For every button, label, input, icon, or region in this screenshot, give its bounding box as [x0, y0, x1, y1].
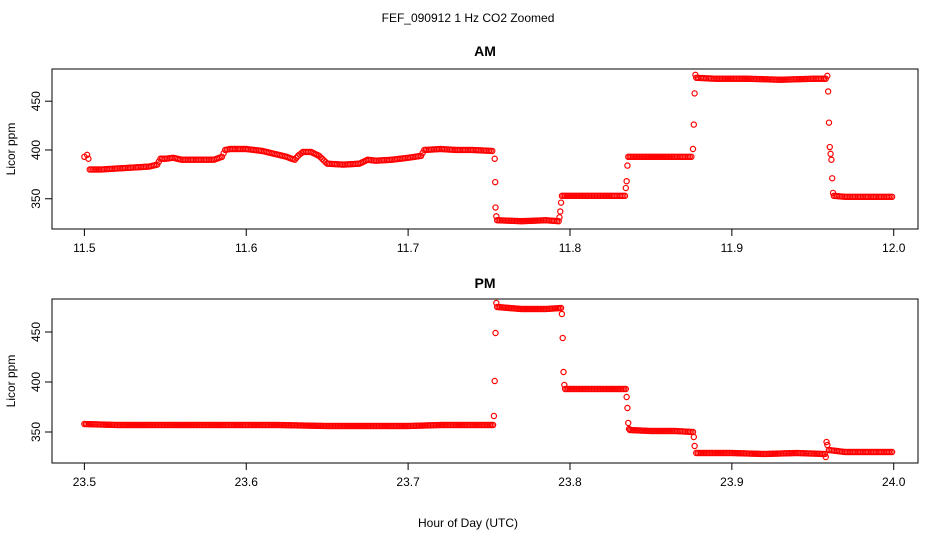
am-x-tick-label: 11.8 — [559, 241, 582, 255]
figure-suptitle: FEF_090912 1 Hz CO2 Zoomed — [382, 11, 555, 25]
pm-data-point — [823, 438, 830, 446]
am-plot-frame — [51, 68, 919, 230]
pm-data-point — [624, 404, 631, 412]
am-data-point — [83, 151, 91, 159]
am-data-point — [85, 155, 92, 162]
pm-data-point — [491, 377, 498, 385]
am-x-tick-label: 11.5 — [73, 241, 96, 255]
pm-data-point — [888, 448, 896, 456]
pm-data-point — [821, 450, 829, 458]
am-data-point — [492, 204, 499, 211]
am-y-axis-title: Licor ppm — [4, 123, 18, 176]
pm-panel-title: PM — [475, 275, 496, 291]
pm-x-tick-label: 23.9 — [720, 475, 744, 489]
pm-data-point — [490, 412, 498, 420]
pm-panel: PM Licor ppm 23.5 23.6 23.7 23.8 23.9 24.0 350… — [4, 275, 919, 489]
am-data-point — [824, 88, 832, 95]
am-data-point — [220, 150, 227, 157]
pm-y-tick-label: 450 — [29, 322, 43, 342]
am-x-tick-label: 11.7 — [397, 241, 420, 255]
am-data-point — [825, 119, 833, 126]
pm-data-point — [489, 421, 497, 429]
x-axis-title: Hour of Day (UTC) — [418, 516, 518, 530]
am-data-point — [218, 153, 226, 160]
pm-data-point — [492, 329, 499, 337]
pm-ticks: 23.5 23.6 23.7 23.8 23.9 24.0 350 400 450 — [29, 322, 906, 489]
am-data-point — [622, 184, 630, 192]
pm-data-point — [560, 368, 567, 376]
am-data-point — [888, 193, 896, 200]
am-panel-title: AM — [474, 43, 496, 59]
am-x-tick-label: 11.6 — [235, 241, 258, 255]
pm-y-tick-label: 350 — [29, 422, 43, 442]
am-data-point — [555, 217, 562, 225]
am-data-point — [824, 72, 831, 80]
pm-y-axis-title: Licor ppm — [4, 355, 18, 408]
am-y-tick-label: 350 — [29, 188, 43, 208]
am-data-point — [828, 156, 835, 163]
pm-x-tick-label: 23.7 — [396, 475, 420, 489]
pm-x-tick-label: 23.6 — [235, 475, 259, 489]
am-data-point — [827, 150, 834, 158]
am-ticks: 11.5 11.6 11.7 11.8 11.9 12.0 350 400 450 — [29, 91, 906, 255]
pm-x-tick-label: 23.5 — [73, 475, 97, 489]
pm-x-tick-label: 24.0 — [882, 475, 906, 489]
am-data-point — [826, 143, 833, 151]
am-data-point — [489, 147, 496, 155]
pm-data-point — [690, 433, 698, 441]
am-panel: AM Licor ppm 11.5 11.6 11.7 11.8 11.9 12.0 350… — [4, 43, 919, 255]
pm-data-point — [557, 304, 565, 312]
am-data-points — [81, 71, 896, 225]
pm-data-point — [623, 393, 630, 401]
am-data-point — [623, 177, 630, 185]
am-data-point — [621, 192, 629, 200]
am-y-tick-label: 450 — [29, 91, 43, 111]
am-data-point — [690, 121, 698, 128]
pm-x-tick-label: 23.8 — [558, 475, 582, 489]
pm-data-point — [822, 453, 829, 461]
pm-data-point — [691, 442, 698, 450]
pm-plot-frame — [51, 298, 919, 464]
am-data-point — [624, 162, 631, 169]
pm-data-point — [559, 334, 566, 342]
am-data-point — [557, 208, 564, 215]
pm-data-points — [81, 299, 896, 461]
am-data-point — [491, 155, 498, 162]
am-data-point — [556, 214, 563, 221]
am-data-point — [688, 153, 695, 160]
am-data-point — [829, 175, 836, 182]
pm-data-point — [558, 310, 566, 318]
am-x-tick-label: 11.9 — [721, 241, 744, 255]
am-x-tick-label: 12.0 — [882, 241, 906, 255]
am-y-tick-label: 400 — [29, 140, 43, 160]
am-data-point — [689, 145, 697, 153]
am-data-point — [691, 90, 698, 97]
pm-y-tick-label: 400 — [29, 372, 43, 392]
pm-data-point — [625, 419, 632, 427]
am-data-point — [557, 199, 565, 206]
am-data-point — [492, 178, 499, 186]
pm-data-point — [622, 385, 630, 393]
